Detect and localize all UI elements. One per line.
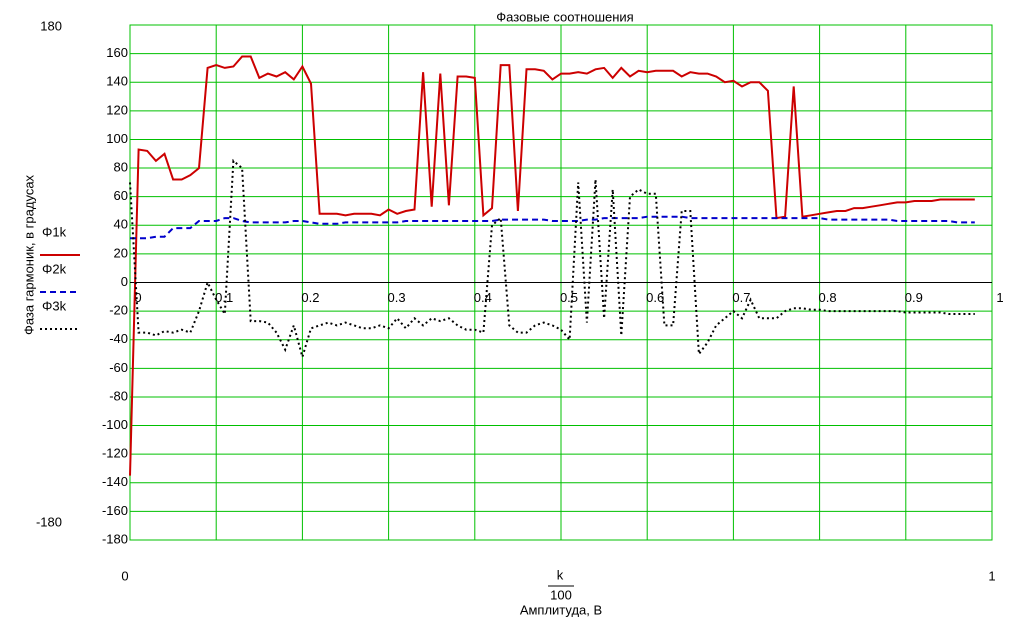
y-tick-label: 160 [106, 45, 128, 60]
x-tick-label: 0.5 [560, 290, 578, 305]
x-tick-label: 0.2 [301, 290, 319, 305]
y-tick-label: 120 [106, 102, 128, 117]
x-tick-label: 0.9 [905, 290, 923, 305]
y-limit-label: 180 [40, 18, 62, 33]
x-axis-label: Амплитуда, В [520, 602, 602, 617]
chart-title: Фазовые соотношения [496, 9, 633, 24]
series-line [129, 55, 975, 476]
x-tick-label: 0.3 [388, 290, 406, 305]
series-line [130, 215, 975, 240]
series-line [129, 158, 975, 361]
y-tick-label: 80 [114, 159, 128, 174]
y-tick-label: 20 [114, 245, 128, 260]
x-tick-label: 1 [996, 290, 1003, 305]
x-tick-label: 0.6 [646, 290, 664, 305]
y-tick-label: -100 [102, 417, 128, 432]
legend-label: Φ3k [42, 298, 67, 313]
y-tick-label: -20 [109, 303, 128, 318]
y-tick-label: 60 [114, 188, 128, 203]
y-tick-label: -60 [109, 360, 128, 375]
y-tick-label: 100 [106, 131, 128, 146]
x-limit-label: 0 [121, 568, 128, 583]
y-tick-label: -160 [102, 503, 128, 518]
x-tick-label: 0.4 [474, 290, 492, 305]
y-tick-label: 40 [114, 217, 128, 232]
y-tick-label: -80 [109, 388, 128, 403]
y-tick-label: -140 [102, 474, 128, 489]
y-limit-label: -180 [36, 514, 62, 529]
x-label-numerator: k [557, 567, 564, 582]
x-tick-label: 0.1 [215, 290, 233, 305]
x-label-denominator: 100 [550, 587, 572, 602]
y-tick-label: -120 [102, 446, 128, 461]
y-tick-label: -40 [109, 331, 128, 346]
y-tick-label: 140 [106, 74, 128, 89]
x-limit-label: 1 [988, 568, 995, 583]
legend-label: Φ1k [42, 224, 67, 239]
x-tick-label: 0.7 [732, 290, 750, 305]
y-tick-label: -180 [102, 531, 128, 546]
x-tick-label: 0.8 [819, 290, 837, 305]
x-tick-label: 0 [134, 290, 141, 305]
legend-label: Φ2k [42, 261, 67, 276]
y-axis-label: Фаза гармоник, в градусах [21, 174, 36, 335]
y-tick-label: 0 [121, 274, 128, 289]
